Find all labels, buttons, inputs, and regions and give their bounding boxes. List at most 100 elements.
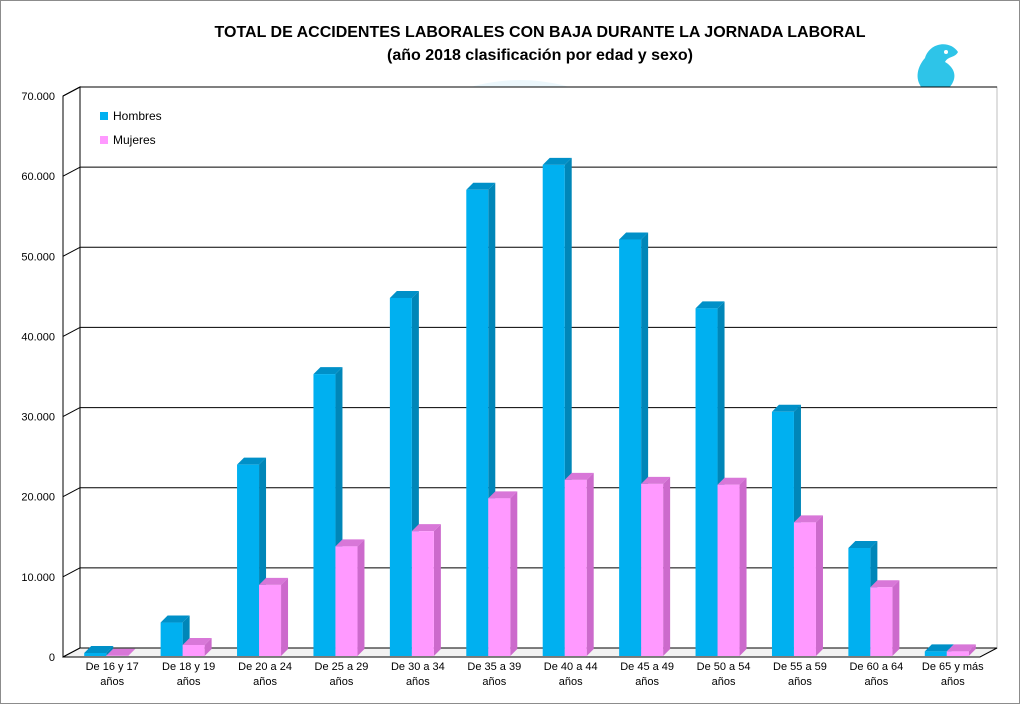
gridline-side — [62, 407, 81, 418]
bar-hombres — [237, 464, 260, 656]
bar-hombres — [542, 164, 565, 656]
x-tick-label: años — [712, 676, 736, 688]
y-tick-label: 20.000 — [21, 492, 55, 504]
bar-top-hombres — [924, 644, 954, 652]
bar-mujeres — [717, 484, 740, 656]
bar-top-mujeres — [946, 644, 976, 652]
legend-label-hombres: Hombres — [113, 109, 162, 123]
y-tick-label: 30.000 — [21, 412, 55, 424]
x-tick-label: De 55 a 59 — [773, 661, 827, 673]
gridline-side — [62, 86, 81, 97]
bar-top-mujeres — [488, 491, 518, 499]
bar-side-mujeres — [968, 644, 976, 656]
bar-mujeres — [870, 587, 893, 656]
bar-top-mujeres — [717, 477, 747, 485]
bar-top-mujeres — [182, 637, 212, 645]
x-tick-label: De 18 y 19 — [162, 661, 215, 673]
bar-top-hombres — [313, 367, 343, 375]
bar-top-hombres — [466, 182, 496, 190]
bar-hombres — [924, 651, 947, 656]
bar-side-mujeres — [739, 477, 747, 656]
floor — [62, 647, 998, 658]
y-tick-label: 50.000 — [21, 251, 55, 263]
side-wall — [62, 86, 81, 658]
bar-top-hombres — [542, 157, 572, 165]
bar-hombres — [695, 308, 718, 656]
bar-hombres — [313, 374, 336, 656]
x-tick-label: De 50 a 54 — [697, 661, 751, 673]
bar-mujeres — [259, 584, 282, 656]
bar-mujeres — [564, 479, 587, 656]
y-tick-label: 40.000 — [21, 331, 55, 343]
bar-mujeres — [793, 522, 816, 656]
bar-side-hombres — [106, 645, 114, 656]
bar-mujeres — [488, 498, 511, 656]
bar-hombres — [84, 652, 107, 656]
bar-side-mujeres — [281, 577, 289, 656]
bar-top-mujeres — [793, 515, 823, 523]
bar-side-mujeres — [892, 580, 900, 656]
x-tick-label: años — [559, 676, 583, 688]
bar-mujeres — [335, 546, 358, 656]
x-tick-label: De 16 y 17 — [86, 661, 139, 673]
bar-side-mujeres — [815, 515, 823, 656]
x-tick-label: De 40 a 44 — [544, 661, 598, 673]
x-tick-label: años — [482, 676, 506, 688]
x-tick-label: De 60 a 64 — [849, 661, 903, 673]
gridline-side — [62, 487, 81, 498]
bar-top-mujeres — [870, 580, 900, 588]
x-tick-label: años — [635, 676, 659, 688]
bar-top-hombres — [619, 232, 649, 240]
bar-top-hombres — [160, 615, 190, 623]
bar-top-mujeres — [411, 524, 441, 532]
bar-hombres — [848, 548, 871, 656]
x-tick-label: años — [330, 676, 354, 688]
gridline-side — [62, 567, 81, 578]
x-tick-label: años — [788, 676, 812, 688]
bar-mujeres — [182, 644, 205, 656]
bar-top-hombres — [389, 290, 419, 298]
bar-side-mujeres — [586, 472, 594, 656]
y-tick-label: 10.000 — [21, 572, 55, 584]
bar-side-mujeres — [357, 539, 365, 656]
bar-top-mujeres — [259, 577, 289, 585]
chart-title: TOTAL DE ACCIDENTES LABORALES CON BAJA D… — [214, 24, 866, 41]
bar-top-mujeres — [106, 648, 136, 656]
bar-side-mujeres — [663, 476, 671, 656]
bar-top-mujeres — [564, 472, 594, 480]
chart-subtitle: (año 2018 clasificación por edad y sexo) — [387, 47, 693, 64]
x-tick-label: De 35 a 39 — [467, 661, 521, 673]
bar-hombres — [160, 622, 183, 656]
x-tick-label: años — [100, 676, 124, 688]
x-tick-label: De 25 a 29 — [315, 661, 369, 673]
gridline-side — [62, 166, 81, 177]
gridline-side — [62, 246, 81, 257]
bar-hombres — [619, 239, 642, 656]
x-tick-label: De 20 a 24 — [238, 661, 292, 673]
legend: Hombres Mujeres — [100, 109, 162, 147]
bar-top-mujeres — [641, 476, 671, 484]
bar-mujeres — [946, 651, 969, 656]
bar-side-mujeres — [204, 637, 212, 656]
x-tick-label: años — [864, 676, 888, 688]
bar-top-hombres — [848, 541, 878, 549]
x-tick-label: años — [253, 676, 277, 688]
bar-top-hombres — [84, 645, 114, 653]
bar-mujeres — [411, 531, 434, 656]
plot-area: 0 10.000 20.000 30.000 40.000 50.000 60.000 70.… — [21, 86, 998, 688]
bar-hombres — [389, 297, 412, 656]
y-tick-label: 60.000 — [21, 171, 55, 183]
y-tick-label: 70.000 — [21, 91, 55, 103]
bar-mujeres — [641, 483, 664, 656]
x-tick-label: De 45 a 49 — [620, 661, 674, 673]
eagle-logo-icon — [917, 44, 958, 93]
x-tick-label: años — [941, 676, 965, 688]
bar-top-hombres — [237, 457, 267, 465]
x-tick-label: años — [406, 676, 430, 688]
bar-top-mujeres — [335, 539, 365, 547]
bar-hombres — [466, 189, 489, 656]
x-tick-label: De 65 y más — [922, 661, 984, 673]
legend-swatch-mujeres — [100, 136, 108, 144]
gridline-side — [62, 326, 81, 337]
